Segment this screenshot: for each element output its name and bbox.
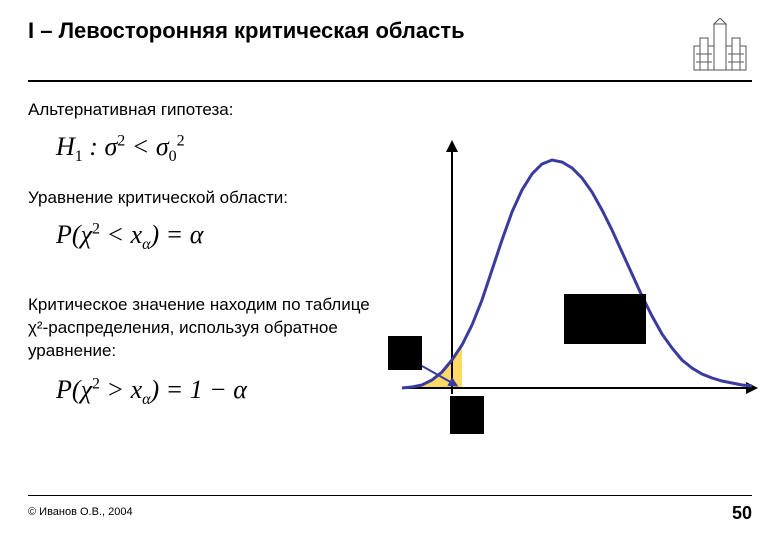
formula-p-alpha: P(χ2 < xα) = α bbox=[56, 220, 388, 254]
university-logo-icon bbox=[688, 18, 752, 74]
critical-region-label: Уравнение критической области: bbox=[28, 188, 388, 208]
page-title: I – Левосторонняя критическая область bbox=[28, 18, 688, 44]
formula-h1: H1 : σ2 < σ02 bbox=[56, 132, 388, 166]
title-divider bbox=[28, 80, 752, 82]
alt-hypothesis-label: Альтернативная гипотеза: bbox=[28, 100, 388, 120]
critical-value-label: Критическое значение находим по таблице … bbox=[28, 294, 388, 363]
page-number: 50 bbox=[732, 503, 752, 524]
footer-divider bbox=[28, 495, 752, 496]
copyright-text: © Иванов О.В., 2004 bbox=[28, 506, 133, 518]
formula-p-one-minus-alpha: P(χ2 > xα) = 1 − α bbox=[56, 375, 388, 409]
chi-square-chart bbox=[382, 140, 762, 440]
